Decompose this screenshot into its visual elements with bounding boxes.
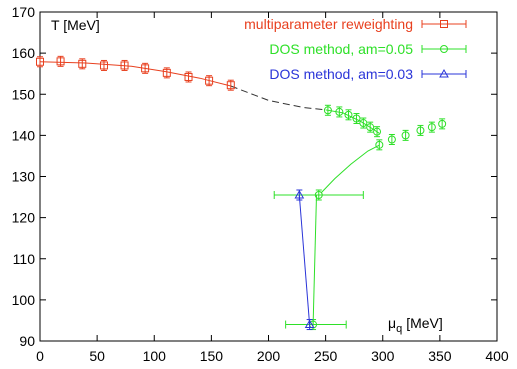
data-point xyxy=(323,106,332,115)
data-point xyxy=(162,68,171,77)
y-tick-label: 100 xyxy=(12,292,36,308)
x-axis-label-sub: q xyxy=(396,323,402,335)
x-tick-label: 300 xyxy=(371,348,395,364)
data-point xyxy=(120,61,129,70)
data-point xyxy=(427,123,436,132)
plot-area xyxy=(36,55,447,331)
data-point xyxy=(416,126,425,135)
data-point xyxy=(205,76,214,85)
data-point xyxy=(373,127,382,136)
series-line xyxy=(320,144,380,194)
data-point xyxy=(375,140,384,149)
axis-ticks: 0 50 100 150 200 250 300 350 400 90 100 110 120 130 14… xyxy=(12,4,509,364)
x-tick-label: 50 xyxy=(89,348,105,364)
data-point xyxy=(401,131,410,140)
data-point xyxy=(366,123,375,132)
y-tick-label: 160 xyxy=(12,45,36,61)
y-tick-label: 140 xyxy=(12,127,36,143)
data-point xyxy=(56,57,65,66)
data-point xyxy=(141,64,150,73)
data-point xyxy=(387,135,396,144)
data-point xyxy=(314,191,323,200)
x-tick-label: 0 xyxy=(36,348,44,364)
y-tick-label: 90 xyxy=(19,333,35,349)
series-line xyxy=(39,61,231,87)
x-axis-label-main: μ xyxy=(388,315,396,331)
plot-frame xyxy=(39,11,498,342)
x-axis-label: μq [MeV] xyxy=(388,315,443,335)
legend-entry-marker xyxy=(439,68,449,78)
y-tick-label: 150 xyxy=(12,86,36,102)
data-point xyxy=(352,114,361,123)
series-2 xyxy=(294,189,315,331)
dashed-link-curve xyxy=(230,85,326,111)
series-line xyxy=(325,109,380,134)
legend-entry-label: DOS method, am=0.05 xyxy=(269,41,413,57)
series-line xyxy=(312,194,317,325)
data-point xyxy=(359,119,368,128)
series-1 xyxy=(273,104,447,331)
legend: multiparameter reweighting DOS method, am… xyxy=(244,16,467,82)
x-tick-label: 200 xyxy=(257,348,281,364)
legend-entry-marker xyxy=(440,20,448,28)
x-tick-label: 100 xyxy=(143,348,167,364)
data-point xyxy=(438,119,447,128)
data-point xyxy=(294,189,305,199)
data-point xyxy=(226,81,235,90)
x-axis-label-unit: [MeV] xyxy=(406,315,443,331)
series-0 xyxy=(36,55,235,91)
y-axis-label: T [MeV] xyxy=(51,17,100,33)
data-point xyxy=(78,59,87,68)
y-tick-label: 170 xyxy=(12,4,36,20)
x-tick-label: 350 xyxy=(428,348,452,364)
data-point xyxy=(99,61,108,70)
data-point xyxy=(36,57,44,66)
legend-entry-marker xyxy=(440,45,448,53)
legend-entry-label: DOS method, am=0.03 xyxy=(269,66,413,82)
x-tick-label: 400 xyxy=(485,348,509,364)
data-point xyxy=(344,110,353,119)
y-tick-label: 120 xyxy=(12,210,36,226)
data-point xyxy=(184,72,193,81)
data-point xyxy=(335,107,344,116)
legend-entry-label: multiparameter reweighting xyxy=(244,16,413,32)
y-tick-label: 130 xyxy=(12,169,36,185)
series-line xyxy=(298,194,311,325)
x-tick-label: 250 xyxy=(314,348,338,364)
y-tick-label: 110 xyxy=(13,251,36,267)
x-tick-label: 150 xyxy=(200,348,224,364)
data-point xyxy=(304,319,315,329)
